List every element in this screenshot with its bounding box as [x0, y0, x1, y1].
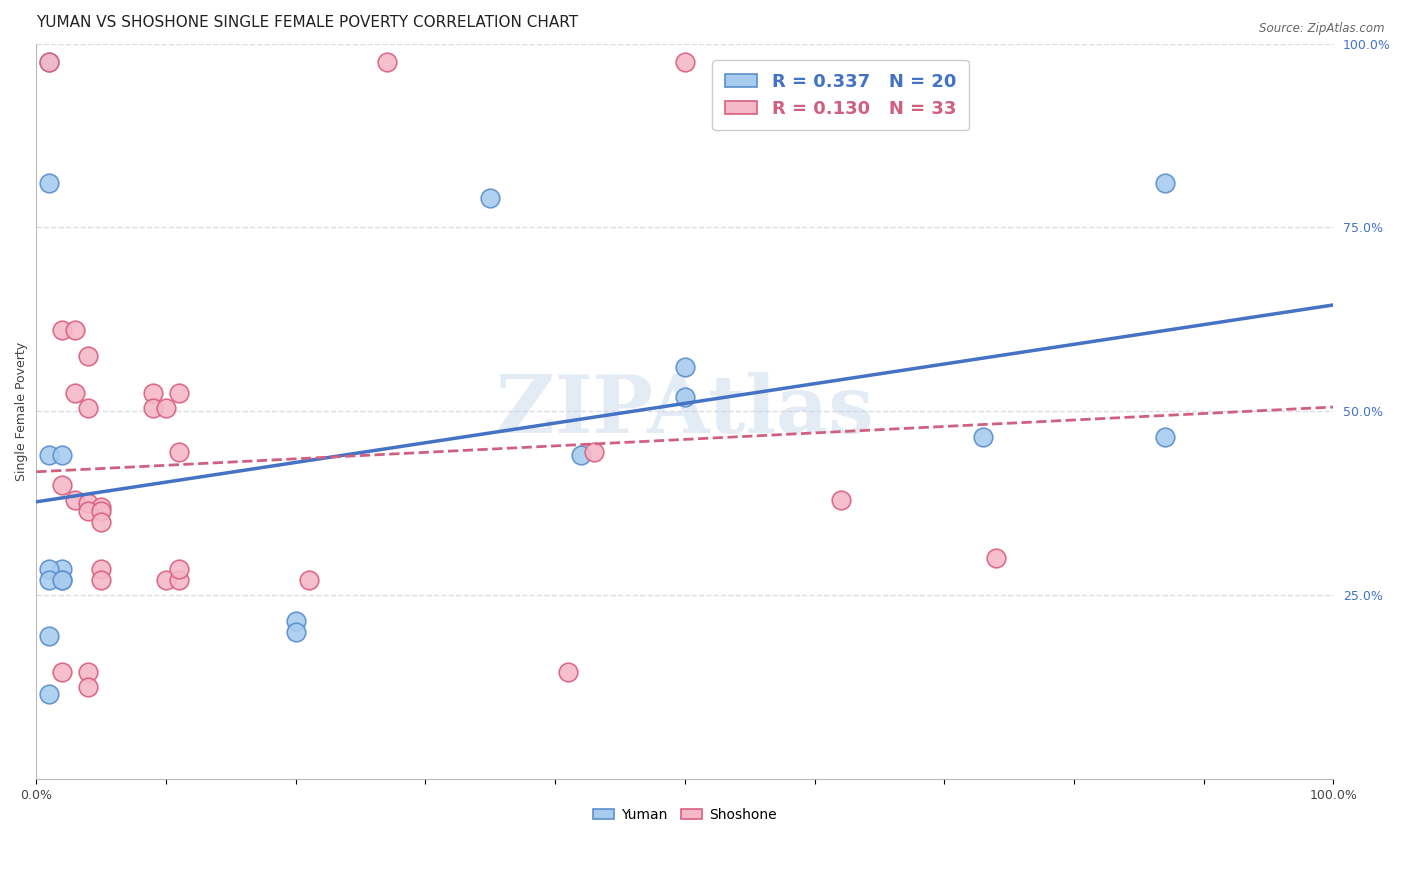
Point	[90, 562, 112, 576]
Point	[972, 430, 994, 444]
Point	[38, 55, 60, 70]
Point	[51, 574, 73, 588]
Point	[51, 574, 73, 588]
Text: YUMAN VS SHOSHONE SINGLE FEMALE POVERTY CORRELATION CHART: YUMAN VS SHOSHONE SINGLE FEMALE POVERTY …	[37, 15, 578, 30]
Point	[298, 574, 321, 588]
Point	[673, 390, 696, 404]
Point	[90, 500, 112, 514]
Point	[1153, 177, 1175, 191]
Point	[65, 385, 87, 400]
Point	[569, 449, 592, 463]
Point	[51, 478, 73, 492]
Text: ZIPAtlas: ZIPAtlas	[496, 372, 873, 450]
Point	[77, 401, 100, 415]
Point	[90, 503, 112, 517]
Point	[583, 444, 606, 458]
Point	[38, 574, 60, 588]
Point	[673, 360, 696, 375]
Point	[167, 562, 190, 576]
Point	[77, 680, 100, 694]
Point	[167, 574, 190, 588]
Point	[479, 191, 502, 205]
Point	[90, 574, 112, 588]
Point	[155, 401, 177, 415]
Point	[38, 449, 60, 463]
Point	[38, 55, 60, 70]
Legend: Yuman, Shoshone: Yuman, Shoshone	[588, 802, 782, 827]
Point	[986, 551, 1008, 566]
Point	[65, 492, 87, 507]
Point	[51, 562, 73, 576]
Point	[77, 496, 100, 510]
Point	[1153, 430, 1175, 444]
Point	[65, 323, 87, 337]
Point	[557, 665, 579, 680]
Text: Source: ZipAtlas.com: Source: ZipAtlas.com	[1260, 22, 1385, 36]
Point	[142, 401, 165, 415]
Point	[142, 385, 165, 400]
Point	[38, 177, 60, 191]
Point	[38, 562, 60, 576]
Point	[38, 628, 60, 642]
Point	[155, 574, 177, 588]
Y-axis label: Single Female Poverty: Single Female Poverty	[15, 342, 28, 481]
Point	[77, 349, 100, 363]
Point	[167, 385, 190, 400]
Point	[51, 323, 73, 337]
Point	[167, 444, 190, 458]
Point	[284, 614, 307, 628]
Point	[38, 687, 60, 701]
Point	[90, 515, 112, 529]
Point	[77, 503, 100, 517]
Point	[375, 55, 398, 70]
Point	[51, 449, 73, 463]
Point	[673, 55, 696, 70]
Point	[284, 624, 307, 639]
Point	[77, 665, 100, 680]
Point	[51, 665, 73, 680]
Point	[830, 492, 852, 507]
